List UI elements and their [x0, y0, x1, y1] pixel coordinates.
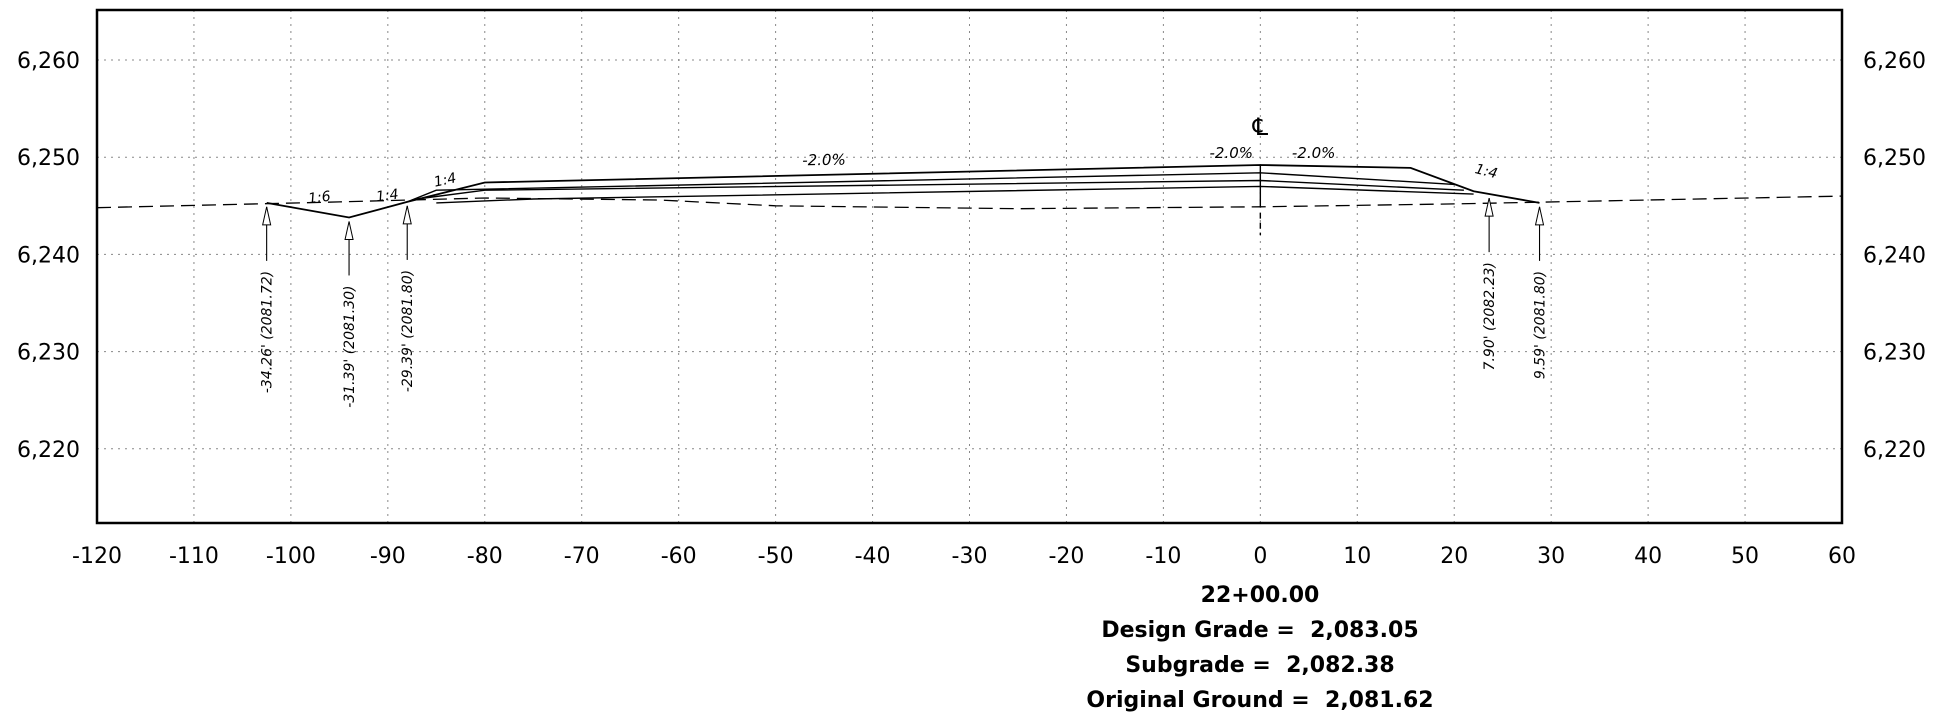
centerline-marker: ℄	[1252, 113, 1269, 235]
x-tick-label: 10	[1343, 544, 1371, 569]
catch-point-markers: -34.26' (2081.72) -31.39' (2081.30) -29.39…	[260, 198, 1549, 408]
cross-slope-label: -2.0%	[1209, 144, 1253, 162]
original-ground-label: Original Ground = 2,081.62	[1086, 688, 1434, 713]
x-tick-label: 0	[1253, 544, 1267, 569]
x-tick-label: -100	[266, 544, 316, 569]
x-tick-label: 20	[1440, 544, 1468, 569]
x-tick-label: -80	[467, 544, 503, 569]
subgrade-layers	[406, 172, 1474, 204]
y-tick-label-left: 6,250	[17, 146, 80, 171]
slope-ratio-label: 1:4	[1473, 161, 1499, 182]
x-tick-label: -110	[169, 544, 219, 569]
slope-grade-annotations: 1:6 1:4 1:4 1:4 -2.0% -2.0% -2.0%	[307, 144, 1499, 207]
subgrade-layer-line	[416, 179, 1464, 200]
x-tick-label: -10	[1145, 544, 1181, 569]
catch-point-arrow	[344, 221, 354, 240]
x-tick-label: -30	[952, 544, 988, 569]
y-tick-label-right: 6,240	[1863, 243, 1926, 268]
cross-slope-label: -2.0%	[802, 151, 846, 170]
slope-ratio-label: 1:4	[432, 170, 457, 190]
y-tick-label-right: 6,260	[1863, 49, 1926, 74]
x-tick-label: 30	[1537, 544, 1565, 569]
subgrade-layer-line	[406, 172, 1455, 203]
y-tick-label-right: 6,250	[1863, 146, 1926, 171]
catch-point-arrow	[1534, 206, 1545, 226]
slope-ratio-label: 1:6	[307, 189, 331, 208]
plot-frame	[95, 8, 1844, 525]
slope-ratio-label: 1:4	[375, 187, 399, 206]
x-tick-label: 60	[1828, 544, 1856, 569]
y-tick-label-left: 6,220	[17, 438, 80, 463]
catch-point-label: -31.39' (2081.30)	[342, 285, 358, 407]
catch-point-arrow	[262, 206, 272, 226]
x-tick-label: 50	[1731, 544, 1759, 569]
x-axis-labels: -120 -110 -100 -90 -80 -70 -60 -50 -40 -30 -20 -10 0…	[72, 544, 1856, 569]
grid-lines	[97, 10, 1842, 523]
cross-slope-label: -2.0%	[1292, 144, 1336, 162]
catch-point-arrow	[402, 205, 412, 225]
x-tick-label: 40	[1634, 544, 1662, 569]
catch-point-label: -34.26' (2081.72)	[260, 271, 276, 393]
x-tick-label: -120	[72, 544, 122, 569]
design-surface	[266, 164, 1540, 219]
y-axis-left-labels: 6,220 6,230 6,240 6,250 6,260	[17, 49, 80, 463]
design-grade-label: Design Grade = 2,083.05	[1101, 618, 1419, 643]
section-info: 22+00.00 Design Grade = 2,083.05 Subgrad…	[1000, 578, 1520, 718]
y-tick-label-left: 6,230	[17, 341, 80, 366]
x-tick-label: -70	[564, 544, 600, 569]
catch-point-arrow	[1484, 198, 1494, 217]
x-tick-label: -50	[758, 544, 794, 569]
y-axis-right-labels: 6,220 6,230 6,240 6,250 6,260	[1863, 49, 1926, 463]
station-label: 22+00.00	[1200, 583, 1320, 608]
x-tick-label: -40	[855, 544, 891, 569]
x-tick-label: -20	[1048, 544, 1084, 569]
subgrade-label: Subgrade = 2,082.38	[1125, 653, 1395, 678]
x-tick-label: -60	[661, 544, 697, 569]
y-tick-label-right: 6,220	[1863, 438, 1926, 463]
y-tick-label-left: 6,240	[17, 243, 80, 268]
catch-point-label: -29.39' (2081.80)	[400, 270, 416, 392]
centerline-symbol: ℄	[1252, 113, 1269, 141]
x-tick-label: -90	[370, 544, 406, 569]
y-tick-label-right: 6,230	[1863, 341, 1926, 366]
catch-point-label: 7.90' (2082.23)	[1482, 262, 1498, 370]
design-surface-polyline	[266, 164, 1540, 219]
subgrade-layer-line	[436, 185, 1474, 204]
catch-point-label: 9.59' (2081.80)	[1533, 271, 1549, 379]
y-tick-label-left: 6,260	[17, 49, 80, 74]
